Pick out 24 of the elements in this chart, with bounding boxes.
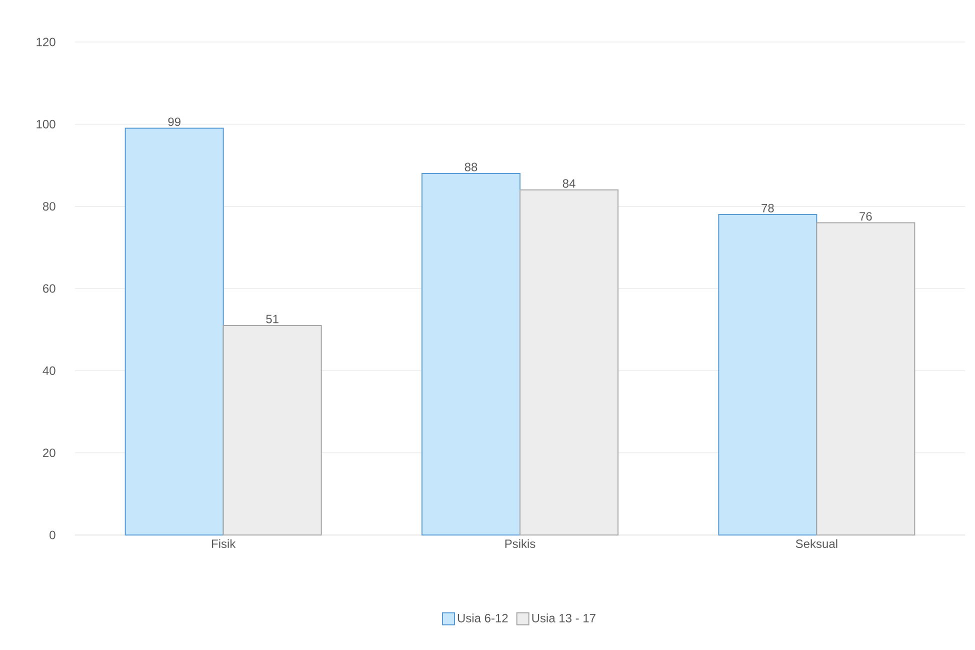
data-label: 78 — [762, 204, 774, 212]
bar — [718, 214, 818, 536]
x-tick-label: Seksual — [796, 539, 838, 548]
bar — [422, 172, 521, 536]
data-label: 88 — [464, 162, 478, 172]
data-label: 76 — [860, 212, 872, 221]
bar — [222, 324, 322, 536]
y-tick-label: 80 — [42, 202, 56, 211]
data-label: 99 — [168, 118, 180, 126]
y-tick-label: 40 — [42, 366, 56, 375]
bar — [816, 222, 916, 536]
data-label: 84 — [562, 179, 576, 188]
legend-label: Usia 13 - 17 — [532, 614, 596, 622]
x-tick-label: Fisik — [212, 539, 236, 548]
y-tick-label: 60 — [43, 284, 56, 293]
bar — [124, 128, 224, 536]
data-label: 51 — [266, 314, 278, 324]
bar — [520, 189, 619, 536]
legend-label: Usia 6-12 — [458, 614, 508, 622]
y-tick-label: 20 — [43, 448, 56, 458]
y-tick-label: 120 — [36, 38, 56, 46]
y-tick-label: 100 — [36, 120, 56, 128]
y-tick-label: 0 — [50, 530, 56, 540]
x-tick-label: Psikis — [505, 539, 536, 548]
